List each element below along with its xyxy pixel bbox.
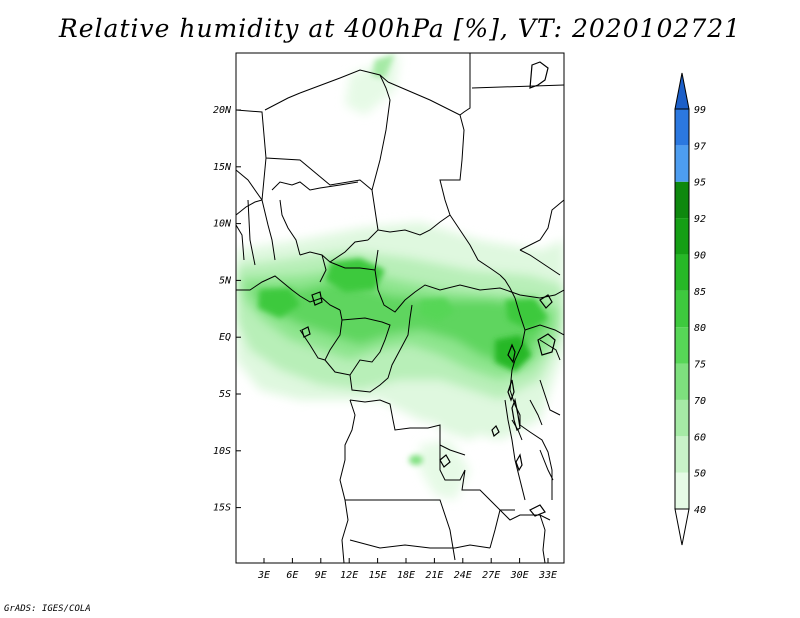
colorbar-box [675,290,689,328]
colorbar-label: 70 [694,396,706,407]
colorbar-label: 85 [694,287,706,298]
map-frame [235,52,565,564]
colorbar-label: 99 [694,105,706,116]
lon-label: 30E [510,570,529,581]
lon-label: 24E [454,570,472,581]
lat-label: 15N [213,162,232,173]
colorbar-label: 50 [694,469,706,480]
colorbar-label: 60 [694,432,706,443]
lat-label: EQ [219,332,231,343]
colorbar-box [675,472,689,509]
lat-label: 10N [213,219,232,230]
colorbar-box [675,218,689,255]
colorbar-label: 97 [694,141,706,152]
lat-label: 5S [219,389,231,400]
colorbar-box [675,181,689,219]
colorbar-box [675,363,689,400]
colorbar-label: 90 [694,250,706,261]
colorbar-box [675,436,689,473]
colorbar: 40 50 60 70 75 80 85 90 92 95 97 99 [674,72,706,546]
credit-text: GrADS: IGES/COLA [4,604,91,614]
longitude-axis: 3E 6E 9E 12E 15E 18E 21E 24E 27E 30E 33E [257,558,557,581]
colorbar-label: 40 [694,505,706,516]
latitude-axis: 20N 15N 10N 5N EQ 5S 10S 15S [213,105,241,514]
country-borders [236,53,564,563]
lon-label: 33E [538,570,557,581]
colorbar-label: 80 [694,323,706,334]
lon-label: 21E [425,570,443,581]
colorbar-label: 95 [694,178,706,189]
colorbar-box [675,327,689,364]
humidity-field [236,54,564,500]
lon-label: 12E [340,570,358,581]
colorbar-min-arrow [674,508,690,546]
lat-label: 20N [213,105,232,116]
colorbar-label: 92 [694,214,706,225]
lon-label: 9E [315,570,327,581]
lat-label: 15S [213,503,231,514]
map-title: Relative humidity at 400hPa [%], VT: 202… [58,14,742,43]
colorbar-outline [674,108,690,510]
colorbar-box [675,145,689,182]
colorbar-max-arrow [674,72,690,110]
lakes [301,61,556,517]
lon-label: 15E [369,570,387,581]
colorbar-box [675,399,689,437]
lon-label: 6E [286,570,298,581]
colorbar-box [675,254,689,291]
colorbar-label: 75 [694,360,706,371]
lon-label: 18E [397,570,415,581]
lon-label: 27E [482,570,500,581]
lat-label: 10S [213,446,231,457]
lat-label: 5N [219,275,232,286]
colorbar-box [675,109,689,146]
lon-label: 3E [257,570,270,581]
